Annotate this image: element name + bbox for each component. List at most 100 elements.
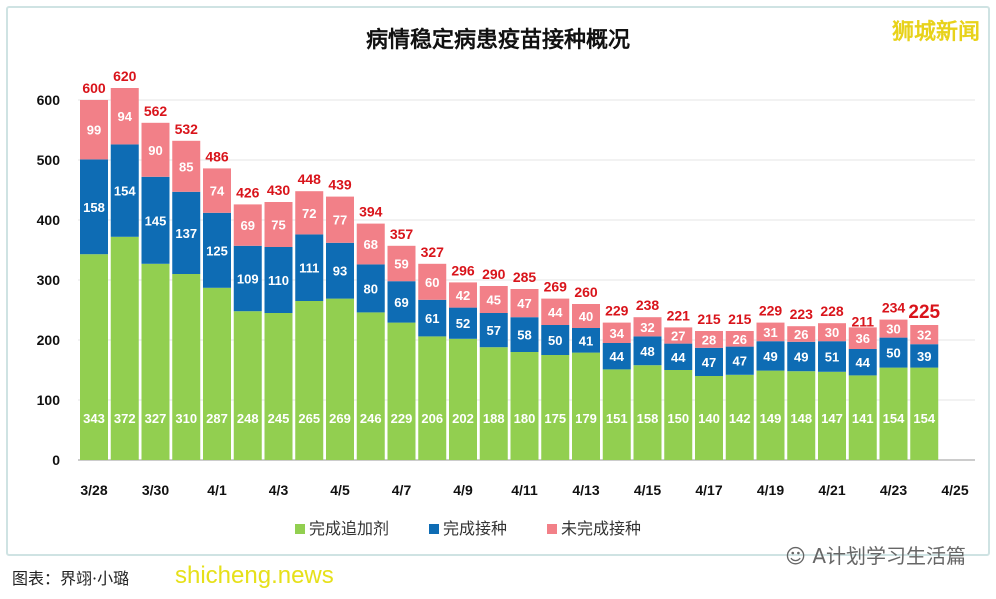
data-label-booster: 202 [452,411,474,426]
total-label: 229 [605,303,629,319]
data-label-booster: 142 [729,411,751,426]
data-label-booster: 140 [698,411,720,426]
legend-label: 完成接种 [443,519,508,538]
data-label-booster: 175 [544,411,566,426]
data-label-complete: 39 [917,349,931,364]
total-label: 439 [328,177,352,193]
bar-segment-complete [479,313,508,348]
total-label: 234 [882,300,906,316]
y-tick-label: 300 [37,272,61,288]
x-tick-label: 4/23 [880,482,907,498]
data-label-incomplete: 32 [917,328,931,343]
data-label-booster: 150 [667,411,689,426]
bar-segment-incomplete [695,331,723,348]
bar-segment-complete [695,347,723,376]
x-tick-label: 4/25 [941,482,968,498]
data-label-incomplete: 74 [210,184,225,199]
wechat-label: A计划学习生活篇 [812,544,966,568]
bar-segment-booster [80,254,108,460]
bar-segment-complete [664,343,693,370]
bar-segment-incomplete [510,289,539,318]
bar-segment-complete [725,346,754,375]
bar-segment-complete [910,344,939,368]
bar-segment-complete [203,212,231,288]
total-label: 285 [513,269,537,285]
data-label-complete: 47 [733,354,747,369]
data-label-incomplete: 34 [610,326,625,341]
y-tick-label: 100 [37,392,61,408]
total-label: 600 [82,80,106,96]
data-label-booster: 372 [114,411,136,426]
total-label: 269 [544,279,568,295]
legend-swatch [547,524,558,534]
data-label-complete: 50 [548,333,562,348]
data-label-complete: 44 [610,349,625,364]
total-label: 211 [851,313,874,329]
legend-swatch [429,524,440,534]
data-label-complete: 93 [333,264,347,279]
data-label-complete: 61 [425,311,439,326]
data-label-booster: 265 [298,411,320,426]
bar-segment-complete [848,349,877,376]
total-label: 486 [205,148,229,164]
bar-segment-incomplete [479,286,508,313]
bar-segment-complete [387,281,416,323]
data-label-incomplete: 59 [394,257,408,272]
bar-segment-complete [264,247,293,313]
data-label-complete: 44 [856,355,871,370]
bar-segment-booster [295,301,324,460]
x-tick-label: 4/13 [572,482,599,498]
chart-frame [6,6,990,556]
bar-segment-booster [110,236,139,460]
data-label-incomplete: 32 [640,320,654,335]
bar-segment-complete [233,245,262,312]
data-label-complete: 158 [83,200,105,215]
total-label: 532 [175,121,199,137]
bar-segment-incomplete [449,282,477,308]
total-label: 296 [451,262,475,278]
bar-segment-complete [326,242,354,299]
data-label-booster: 180 [514,411,536,426]
data-label-complete: 58 [517,328,531,343]
data-label-booster: 148 [790,411,812,426]
data-label-incomplete: 36 [856,331,870,346]
total-label: 228 [820,303,844,319]
data-label-incomplete: 72 [302,206,316,221]
bar-segment-incomplete [725,331,754,347]
bar-segment-booster [695,376,723,460]
bar-segment-incomplete [233,204,262,246]
bar-segment-booster [541,355,570,460]
total-label: 394 [359,204,383,220]
data-label-complete: 49 [763,349,777,364]
x-tick-label: 4/3 [269,482,289,498]
data-label-booster: 147 [821,411,843,426]
watermark: shicheng.news [175,562,334,589]
data-label-complete: 145 [145,213,167,228]
data-label-incomplete: 45 [487,293,501,308]
bar-segment-incomplete [141,122,170,177]
data-label-incomplete: 94 [118,109,133,124]
bar-segment-incomplete [326,196,354,243]
data-label-incomplete: 75 [271,218,285,233]
total-label: 215 [728,311,752,327]
data-label-incomplete: 69 [241,218,255,233]
x-tick-label: 4/5 [330,482,350,498]
bar-segment-incomplete [356,223,385,265]
bar-segment-incomplete [418,263,447,300]
bar-segment-booster [172,274,201,460]
bar-segment-booster [326,298,354,460]
bar-segment-complete [295,234,324,301]
data-label-complete: 80 [364,281,378,296]
data-label-booster: 188 [483,411,505,426]
data-label-booster: 179 [575,411,597,426]
bar-segment-incomplete [203,168,231,213]
total-label: 562 [144,103,168,119]
data-label-incomplete: 31 [763,325,777,340]
bar-segment-incomplete [80,100,108,160]
bar-segment-booster [141,263,170,460]
x-tick-label: 3/30 [142,482,169,498]
legend: 完成追加剂 完成接种 未完成接种 [295,515,641,539]
bar-segment-complete [141,176,170,264]
bar-segment-incomplete [756,322,785,342]
bar-segment-incomplete [664,327,693,344]
